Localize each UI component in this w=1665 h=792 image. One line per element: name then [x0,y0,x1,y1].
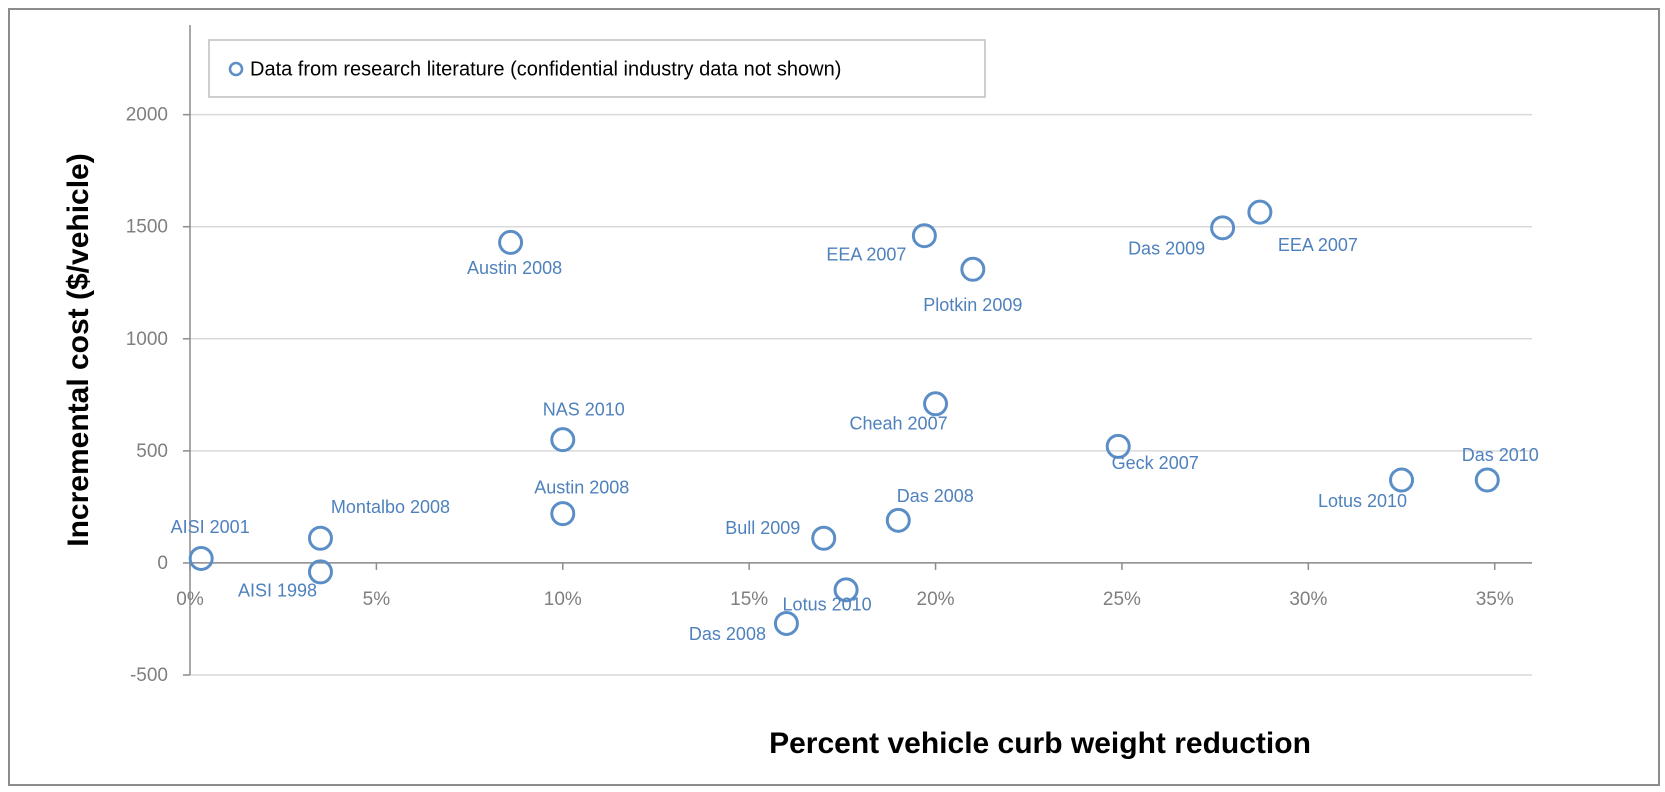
point [1389,467,1415,493]
x-tick-label: 10% [544,589,582,610]
point [1247,199,1273,225]
point [550,427,576,453]
point [1105,433,1131,459]
point-label: Bull 2009 [725,518,800,538]
y-tick-label: 1500 [126,217,168,238]
point [498,229,524,255]
chart-frame [8,8,1660,786]
point [1210,215,1236,241]
x-tick-label: 30% [1289,589,1327,610]
point [773,610,799,636]
point [307,525,333,551]
point [960,256,986,282]
y-tick-label: 0 [157,553,168,574]
point-label: EEA 2007 [826,244,906,264]
point [833,577,859,603]
point-label: Lotus 2010 [783,595,872,615]
point [811,525,837,551]
legend-marker [228,61,244,77]
point [923,391,949,417]
y-tick-label: 500 [136,441,168,462]
x-tick-label: 25% [1103,589,1141,610]
point-label: Cheah 2007 [850,414,948,434]
y-tick-label: 1000 [126,329,168,350]
point-label: Das 2008 [897,486,974,506]
point-label: AISI 2001 [171,517,250,537]
point-label: Austin 2008 [467,258,562,278]
point-label: Geck 2007 [1112,453,1199,473]
legend-label: Data from research literature (confident… [250,58,841,80]
x-axis-label: Percent vehicle curb weight reduction [769,727,1311,760]
point-label: Montalbo 2008 [331,497,450,517]
point-label: NAS 2010 [543,399,625,419]
point-label: Plotkin 2009 [923,295,1022,315]
x-tick-label: 35% [1476,589,1514,610]
point-label: Lotus 2010 [1318,491,1407,511]
point-label: EEA 2007 [1278,235,1358,255]
legend-box [208,39,986,98]
point-label: Das 2010 [1462,445,1539,465]
y-axis-label: Incremental cost ($/vehicle) [62,153,95,547]
point [1474,467,1500,493]
point [885,507,911,533]
point-label: Austin 2008 [534,477,629,497]
x-tick-label: 20% [917,589,955,610]
point [188,545,214,571]
x-tick-label: 15% [730,589,768,610]
point-label: AISI 1998 [238,581,317,601]
point [550,501,576,527]
y-tick-label: -500 [130,665,168,686]
point [307,559,333,585]
y-tick-label: 2000 [126,105,168,126]
point-label: Das 2009 [1128,239,1205,259]
point-label: Das 2008 [689,624,766,644]
x-tick-label: 5% [363,589,391,610]
point [911,223,937,249]
x-tick-label: 0% [176,589,204,610]
